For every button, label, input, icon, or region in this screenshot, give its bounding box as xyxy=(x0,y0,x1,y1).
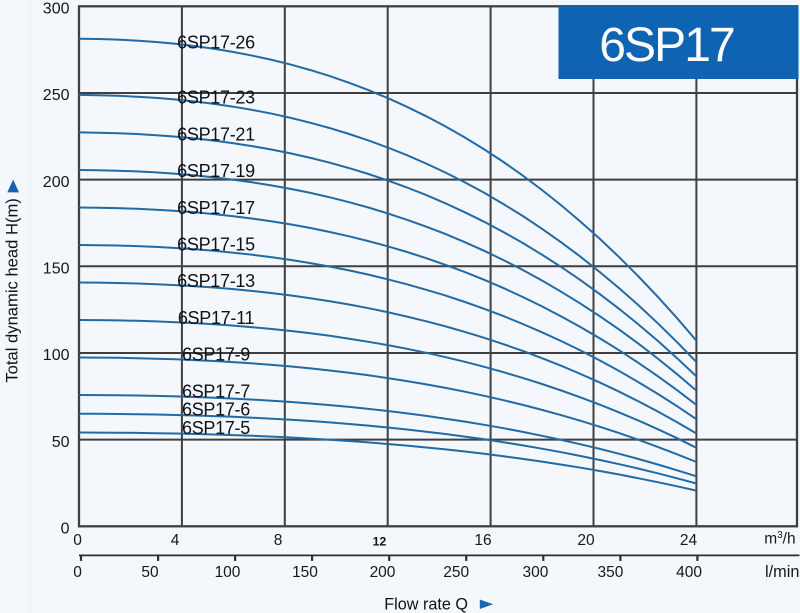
svg-text:24: 24 xyxy=(680,532,698,549)
svg-text:300: 300 xyxy=(43,1,70,18)
svg-text:100: 100 xyxy=(215,564,241,581)
svg-text:6SP17-21: 6SP17-21 xyxy=(177,124,255,144)
svg-text:6SP17-19: 6SP17-19 xyxy=(177,161,255,181)
svg-text:4: 4 xyxy=(171,532,180,549)
svg-text:6SP17-5: 6SP17-5 xyxy=(182,418,250,438)
svg-text:200: 200 xyxy=(370,564,396,581)
svg-text:12: 12 xyxy=(373,534,387,548)
svg-text:50: 50 xyxy=(141,564,159,581)
svg-text:6SP17-7: 6SP17-7 xyxy=(182,381,250,401)
svg-text:6SP17-17: 6SP17-17 xyxy=(177,198,255,218)
svg-text:0: 0 xyxy=(73,532,82,549)
svg-text:6SP17-6: 6SP17-6 xyxy=(182,400,250,420)
svg-text:200: 200 xyxy=(43,174,70,191)
svg-text:0: 0 xyxy=(61,521,70,538)
svg-text:6SP17-9: 6SP17-9 xyxy=(182,345,250,365)
svg-text:6SP17: 6SP17 xyxy=(599,19,734,72)
svg-text:6SP17-13: 6SP17-13 xyxy=(177,271,255,291)
svg-text:Total dynamic head H(m): Total dynamic head H(m) xyxy=(2,198,21,382)
svg-text:16: 16 xyxy=(474,532,491,549)
svg-text:150: 150 xyxy=(292,564,318,581)
svg-text:6SP17-11: 6SP17-11 xyxy=(178,308,255,328)
svg-text:400: 400 xyxy=(676,564,702,581)
svg-text:l/min: l/min xyxy=(765,563,799,581)
svg-text:250: 250 xyxy=(43,87,70,104)
svg-text:6SP17-26: 6SP17-26 xyxy=(177,33,255,53)
svg-text:8: 8 xyxy=(274,532,283,549)
svg-text:20: 20 xyxy=(577,532,595,549)
svg-text:m3/h: m3/h xyxy=(764,530,795,547)
svg-text:300: 300 xyxy=(522,564,548,581)
svg-text:100: 100 xyxy=(43,347,70,364)
svg-text:6SP17-15: 6SP17-15 xyxy=(177,235,255,255)
svg-text:250: 250 xyxy=(443,564,469,581)
svg-text:6SP17-23: 6SP17-23 xyxy=(177,88,255,108)
svg-text:150: 150 xyxy=(43,261,70,278)
svg-text:50: 50 xyxy=(52,434,70,451)
svg-text:350: 350 xyxy=(597,564,623,581)
svg-text:Flow rate Q: Flow rate Q xyxy=(384,595,468,613)
svg-text:0: 0 xyxy=(73,564,82,581)
